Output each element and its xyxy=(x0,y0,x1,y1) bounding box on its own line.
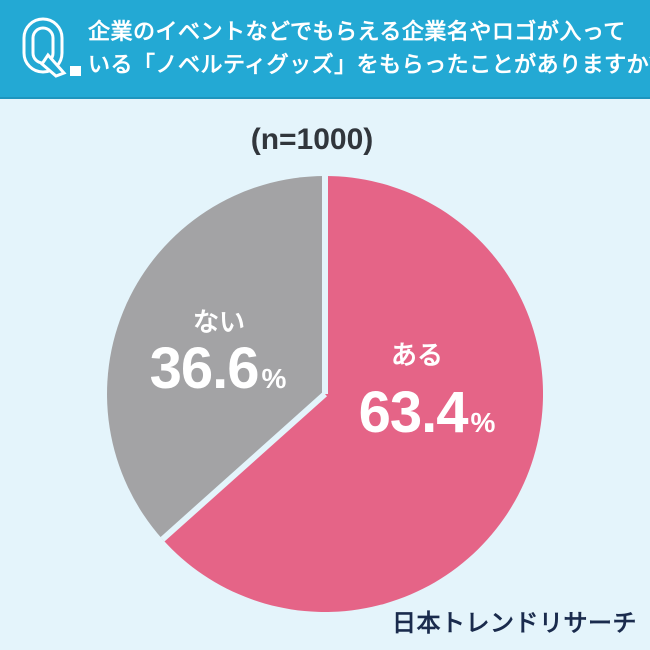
pie-chart: ない 36.6 % ある 63.4 % xyxy=(107,176,543,612)
q-mark-icon xyxy=(22,17,81,78)
question-text: 企業のイベントなどでもらえる企業名やロゴが入って いる「ノベルティグッズ」をもら… xyxy=(88,15,650,81)
brand-logo: 日本トレンドリサーチ xyxy=(392,610,637,637)
slice-label-aru: ある xyxy=(390,340,444,370)
question-banner: 企業のイベントなどでもらえる企業名やロゴが入って いる「ノベルティグッズ」をもら… xyxy=(0,0,650,99)
slice-value-aru: 63.4 % xyxy=(359,384,496,442)
slice-value-nai-number: 36.6 xyxy=(149,336,260,401)
pie-slice-aru xyxy=(162,176,543,612)
question-line-2: いる「ノベルティグッズ」をもらったことがありますか？ xyxy=(88,52,650,77)
pie-slice-nai xyxy=(107,176,325,540)
sample-size-label: (n=1000) xyxy=(250,123,374,156)
question-line-1: 企業のイベントなどでもらえる企業名やロゴが入って xyxy=(88,19,626,44)
slice-value-nai: 36.6 % xyxy=(150,340,287,398)
slice-value-aru-unit: % xyxy=(470,407,496,438)
slice-value-nai-unit: % xyxy=(261,363,287,394)
slice-value-aru-number: 63.4 xyxy=(358,380,469,445)
slice-label-nai: ない xyxy=(192,307,246,337)
slice-separator-diagonal xyxy=(160,391,327,542)
pie-chart-canvas xyxy=(107,176,543,612)
